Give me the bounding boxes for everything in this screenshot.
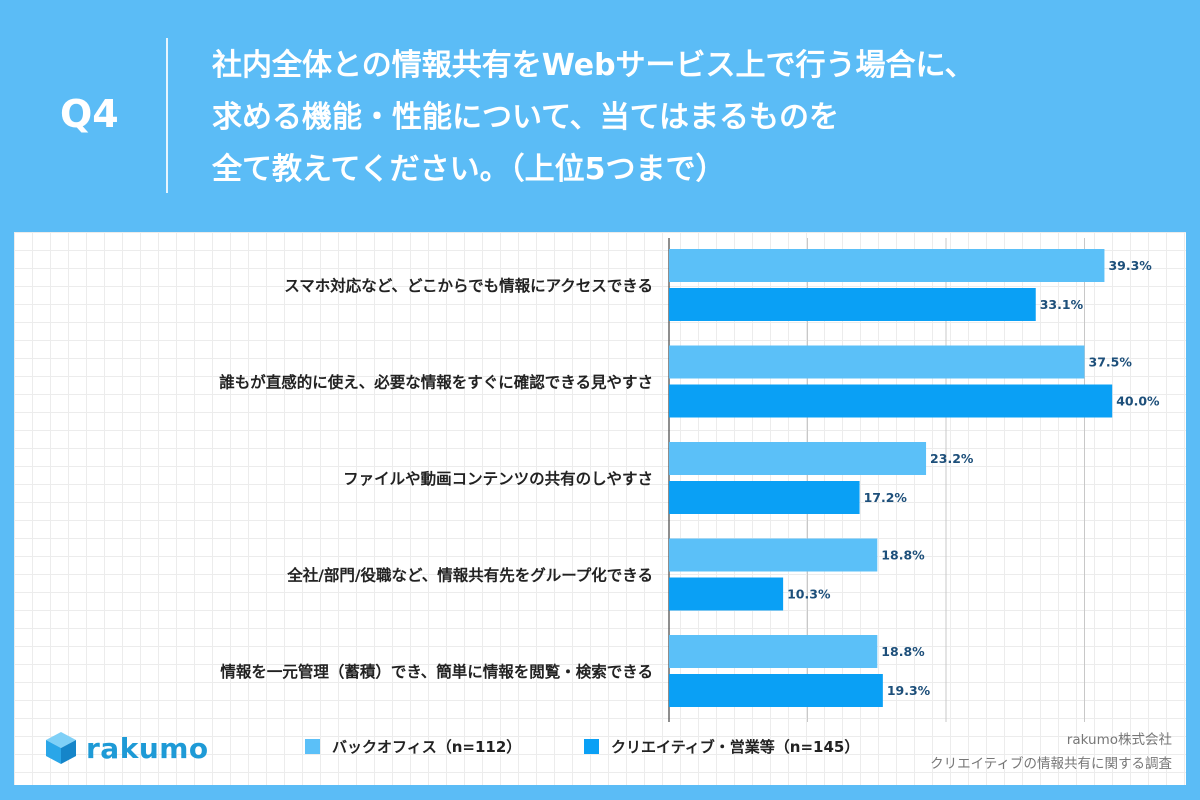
- source-company: rakumo株式会社: [1066, 732, 1172, 748]
- bar-series2: [669, 384, 1113, 418]
- data-label: 39.3%: [1108, 258, 1152, 273]
- data-label: 17.2%: [864, 490, 908, 505]
- bar-series1: [669, 442, 927, 475]
- legend-label-series1: バックオフィス（n=112）: [332, 738, 522, 756]
- legend-label-series2: クリエイティブ・営業等（n=145）: [611, 738, 860, 756]
- question-title: 社内全体との情報共有をWebサービス上で行う場合に、 求める機能・性能について、…: [212, 40, 975, 196]
- data-label: 40.0%: [1116, 394, 1160, 409]
- category-label: 情報を一元管理（蓄積）でき、簡単に情報を閲覧・検索できる: [220, 662, 653, 681]
- header: Q4 社内全体との情報共有をWebサービス上で行う場合に、 求める機能・性能につ…: [0, 0, 1200, 232]
- title-line-3: 全て教えてください。（上位5つまで）: [212, 152, 726, 187]
- bar-series2: [669, 674, 883, 707]
- source-note: rakumo株式会社 クリエイティブの情報共有に関する調査: [930, 728, 1172, 776]
- bar-series2: [669, 481, 860, 514]
- data-label: 10.3%: [787, 587, 831, 602]
- header-divider: [166, 38, 168, 193]
- chart-panel: [14, 232, 1186, 785]
- rakumo-logo: rakumo: [44, 730, 209, 766]
- legend-item-series2: クリエイティブ・営業等（n=145）: [584, 736, 859, 757]
- data-label: 18.8%: [881, 548, 925, 563]
- source-survey: クリエイティブの情報共有に関する調査: [930, 756, 1172, 772]
- bar-series2: [669, 577, 784, 611]
- title-line-1: 社内全体との情報共有をWebサービス上で行う場合に、: [212, 48, 975, 83]
- bar-series1: [669, 249, 1105, 282]
- data-label: 37.5%: [1089, 355, 1133, 370]
- legend-swatch-series2: [584, 739, 599, 754]
- bar-series2: [669, 288, 1036, 321]
- logo-text: rakumo: [86, 731, 209, 765]
- category-label: 全社/部門/役職など、情報共有先をグループ化できる: [286, 566, 653, 585]
- title-line-2: 求める機能・性能について、当てはまるものを: [212, 100, 839, 135]
- data-label: 19.3%: [887, 683, 931, 698]
- data-label: 23.2%: [930, 451, 974, 466]
- question-number: Q4: [60, 92, 119, 136]
- bar-series1: [669, 635, 878, 668]
- legend-swatch-series1: [305, 739, 320, 754]
- category-label: ファイルや動画コンテンツの共有のしやすさ: [343, 469, 653, 488]
- bar-series1: [669, 538, 878, 572]
- cube-icon: [46, 732, 76, 764]
- category-label: 誰もが直感的に使え、必要な情報をすぐに確認できる見やすさ: [219, 373, 653, 392]
- bar-series1: [669, 345, 1085, 379]
- data-label: 18.8%: [881, 644, 925, 659]
- legend-item-series1: バックオフィス（n=112）: [305, 736, 521, 757]
- data-label: 33.1%: [1040, 297, 1084, 312]
- category-label: スマホ対応など、どこからでも情報にアクセスできる: [284, 276, 653, 295]
